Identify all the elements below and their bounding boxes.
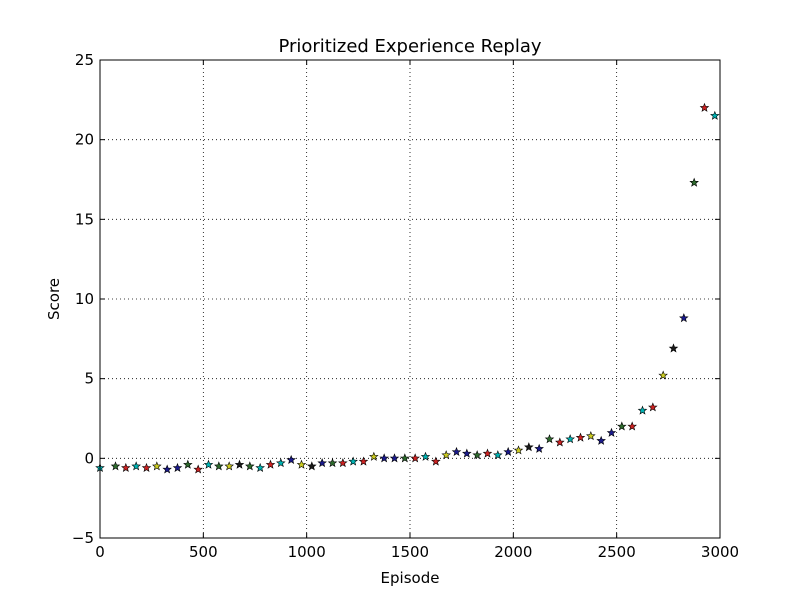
data-point: [224, 461, 234, 471]
data-point: [317, 458, 327, 468]
data-point: [296, 459, 307, 469]
data-point: [131, 461, 141, 471]
data-point: [493, 450, 503, 460]
data-point: [245, 461, 255, 471]
data-point: [596, 435, 606, 445]
data-point: [358, 456, 369, 466]
data-point: [141, 462, 152, 472]
data-point: [110, 461, 121, 471]
data-point: [575, 432, 586, 442]
data-point: [348, 456, 358, 466]
data-point: [286, 454, 296, 464]
data-point: [389, 453, 400, 463]
grid: [100, 60, 720, 538]
data-point: [524, 442, 534, 452]
data-point: [400, 453, 410, 463]
data-point: [565, 434, 575, 444]
x-tick-label: 3000: [701, 543, 739, 561]
x-tick-label: 2000: [494, 543, 532, 561]
data-point: [534, 443, 544, 453]
y-tick-label: 10: [75, 290, 94, 308]
x-tick-label: 1500: [391, 543, 429, 561]
data-point: [617, 421, 627, 431]
x-tick-label: 2500: [598, 543, 636, 561]
data-point: [214, 461, 224, 471]
data-point: [410, 453, 420, 463]
x-axis-label: Episode: [381, 569, 440, 587]
data-point: [679, 313, 689, 323]
data-point: [183, 459, 193, 469]
data-point: [369, 451, 379, 461]
data-point: [472, 450, 482, 460]
data-point: [606, 427, 617, 437]
data-point: [513, 445, 524, 455]
data-point: [338, 458, 348, 468]
data-point: [658, 370, 668, 380]
data-point: [503, 446, 513, 457]
x-tick-label: 500: [189, 543, 218, 561]
data-point: [544, 434, 555, 444]
data-point: [648, 402, 658, 412]
data-point: [255, 462, 265, 472]
data-point: [627, 421, 637, 431]
x-tick-label: 0: [95, 543, 105, 561]
data-point: [265, 459, 276, 469]
data-point: [710, 110, 720, 120]
x-tick-label: 1000: [288, 543, 326, 561]
chart-title: Prioritized Experience Replay: [278, 36, 541, 57]
y-axis-label: Score: [45, 278, 63, 320]
data-point: [172, 462, 183, 472]
y-tick-label: 5: [84, 370, 94, 388]
data-point: [451, 446, 462, 457]
y-tick-label: 25: [75, 51, 94, 69]
y-tick-label: 15: [75, 210, 94, 228]
data-point: [555, 437, 565, 447]
y-tick-label: 0: [84, 449, 94, 467]
data-point: [462, 448, 472, 458]
data-point: [441, 450, 451, 460]
data-point: [327, 458, 338, 468]
data-point: [121, 462, 131, 472]
data-point: [276, 458, 286, 468]
y-tick-label: −5: [72, 529, 94, 547]
data-point: [379, 453, 389, 463]
data-point: [152, 461, 162, 471]
y-tick-label: 20: [75, 131, 94, 149]
data-point: [162, 464, 172, 474]
data-point: [203, 459, 214, 469]
data-point: [482, 448, 493, 458]
data-point: [234, 459, 245, 469]
data-point: [637, 405, 648, 415]
data-point: [307, 461, 317, 471]
data-point: [586, 430, 596, 441]
data-point: [668, 343, 679, 353]
data-point: [431, 456, 441, 466]
data-points: [95, 102, 720, 474]
data-point: [689, 177, 699, 187]
data-point: [193, 464, 203, 474]
data-point: [420, 451, 431, 461]
data-point: [699, 102, 710, 112]
